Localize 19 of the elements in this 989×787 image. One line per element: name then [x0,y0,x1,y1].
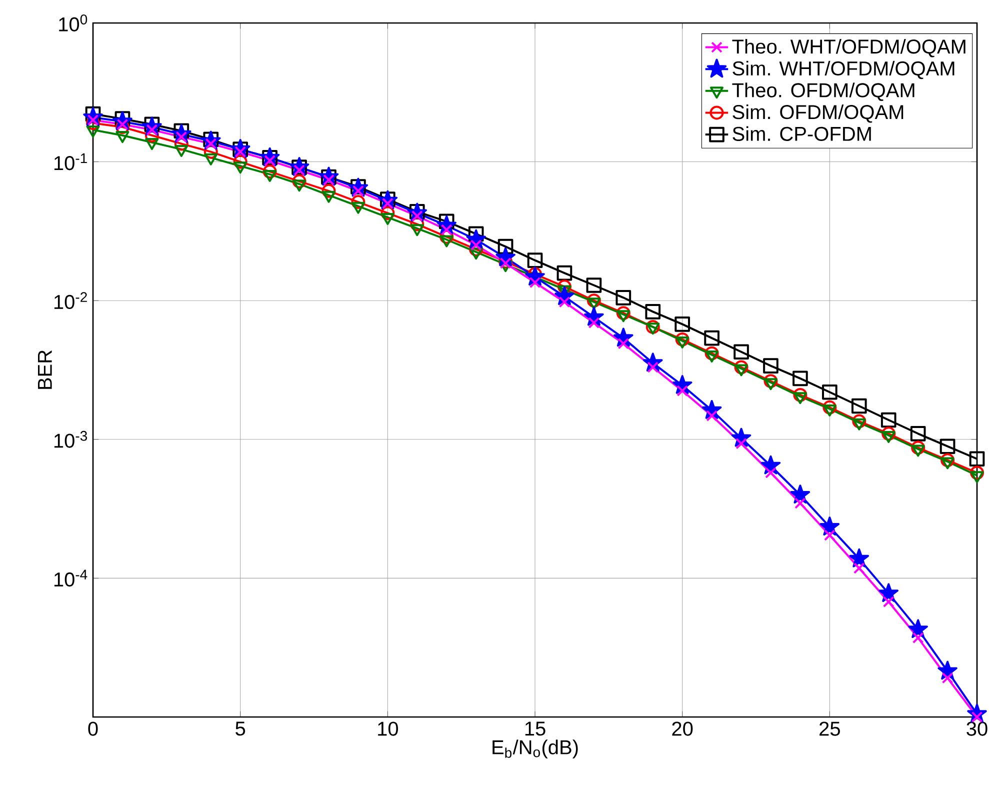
y-tick-label: 10$^{-1}$ [54,153,87,170]
x-tick-label: 25 [820,722,840,736]
x-tick-label: 10 [378,722,398,736]
legend-label: Sim. CP-OFDM [732,126,871,141]
y-tick-label: 10$^{-2}$ [54,292,87,310]
y-tick-label: 10$^{0}$ [59,14,88,32]
legend-label: Sim. WHT/OFDM/OQAM [732,60,954,80]
x-tick-label: 20 [672,722,693,736]
legend-label: Theo. OFDM/OQAM [732,82,914,101]
x-tick-label: 0 [88,722,98,736]
y-axis-title: BER [38,350,52,389]
legend-label: Sim. OFDM/OQAM [732,104,904,123]
x-tick-label: 15 [525,722,546,736]
y-tick-label: 10$^{-3}$ [54,430,88,448]
legend-label: Theo. WHT/OFDM/OQAM [732,39,966,58]
x-tick-label: 5 [236,722,246,736]
x-axis-title: E$_{b}$/N$_{o}$(dB) [492,740,578,758]
x-tick-label: 30 [966,722,988,736]
y-tick-label: 10$^{-4}$ [54,570,88,587]
